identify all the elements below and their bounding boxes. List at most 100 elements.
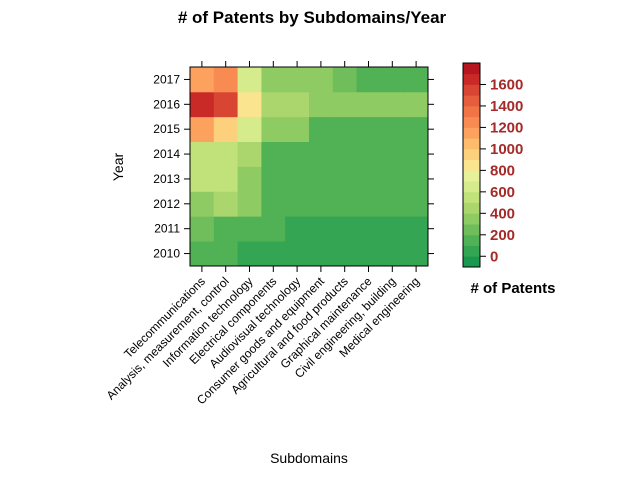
colorbar-swatch — [463, 181, 480, 193]
heatmap-cell — [261, 166, 286, 192]
heatmap-cell — [332, 166, 357, 192]
heatmap-cell — [190, 67, 215, 93]
y-axis-ticks: 2010 2011 2012 2013 2014 2015 2016 2017 — [153, 72, 434, 261]
heatmap-cells — [190, 67, 429, 267]
colorbar-swatch — [463, 191, 480, 203]
heatmap-cell — [380, 166, 405, 192]
colorbar-swatch — [463, 202, 480, 214]
colorbar-swatch — [463, 95, 480, 107]
heatmap-cell — [332, 216, 357, 242]
heatmap-cell — [332, 241, 357, 267]
heatmap-cell — [332, 91, 357, 118]
heatmap-cell — [285, 67, 310, 93]
y-tick-label: 2012 — [153, 197, 180, 211]
heatmap-cell — [285, 166, 310, 192]
heatmap-cell — [380, 241, 405, 267]
heatmap-cell — [213, 191, 238, 217]
heatmap-cell — [237, 166, 262, 192]
colorbar-swatch — [463, 84, 480, 96]
heatmap-cell — [213, 141, 238, 167]
y-tick-label: 2016 — [153, 97, 180, 111]
colorbar: 0 200 400 600 800 1000 1200 1400 1600 — [462, 62, 523, 268]
heatmap-cell — [356, 141, 381, 167]
heatmap-cell — [190, 141, 215, 167]
colorbar-tick-label: 800 — [490, 162, 515, 179]
colorbar-swatch — [463, 138, 480, 150]
heatmap-cell — [332, 67, 357, 93]
heatmap-cell — [237, 67, 262, 93]
y-tick-label: 2014 — [153, 147, 180, 161]
colorbar-swatch — [463, 63, 480, 75]
y-axis-label: Year — [110, 153, 126, 182]
y-tick-label: 2013 — [153, 172, 180, 186]
heatmap-cell — [404, 166, 429, 192]
heatmap-cell — [213, 91, 238, 118]
heatmap-cell — [356, 67, 381, 93]
heatmap-cell — [404, 191, 429, 217]
heatmap-cell — [380, 141, 405, 167]
colorbar-swatch — [463, 116, 480, 128]
y-tick-label: 2011 — [154, 222, 180, 236]
heatmap-cell — [332, 141, 357, 167]
colorbar-swatch — [463, 170, 480, 182]
heatmap-cell — [380, 216, 405, 242]
heatmap-cell — [190, 191, 215, 217]
heatmap-cell — [404, 241, 429, 267]
heatmap-cell — [190, 116, 215, 143]
colorbar-tick-label: 1400 — [490, 98, 523, 115]
heatmap-cell — [261, 67, 286, 93]
heatmap-cell — [261, 91, 286, 118]
heatmap-cell — [356, 116, 381, 143]
heatmap-cell — [380, 67, 405, 93]
heatmap-cell — [332, 191, 357, 217]
heatmap-cell — [380, 191, 405, 217]
heatmap-cell — [380, 116, 405, 143]
heatmap-cell — [261, 191, 286, 217]
colorbar-swatch — [463, 256, 480, 268]
heatmap-cell — [309, 241, 334, 267]
colorbar-tick-label: 0 — [490, 248, 498, 265]
colorbar-tick-label: 400 — [490, 205, 515, 222]
heatmap-cell — [261, 241, 286, 267]
colorbar-swatch — [463, 224, 480, 236]
colorbar-tick-label: 600 — [490, 184, 515, 201]
heatmap-cell — [309, 166, 334, 192]
heatmap-cell — [190, 166, 215, 192]
chart-title: # of Patents by Subdomains/Year — [178, 8, 447, 27]
y-tick-label: 2017 — [153, 72, 180, 86]
heatmap-cell — [261, 116, 286, 143]
heatmap-cell — [285, 191, 310, 217]
heatmap-cell — [213, 116, 238, 143]
heatmap-cell — [356, 91, 381, 118]
heatmap-cell — [309, 191, 334, 217]
colorbar-swatch — [463, 105, 480, 118]
heatmap-cell — [261, 216, 286, 242]
colorbar-tick-label: 200 — [490, 227, 515, 244]
heatmap-cell — [332, 116, 357, 143]
heatmap-cell — [190, 241, 215, 267]
heatmap-cell — [404, 91, 429, 118]
heatmap-cell — [356, 216, 381, 242]
heatmap-cell — [213, 241, 238, 267]
heatmap-cell — [356, 241, 381, 267]
heatmap-cell — [237, 216, 262, 242]
legend-title: # of Patents — [470, 280, 555, 297]
heatmap-cell — [285, 216, 310, 242]
colorbar-swatch — [463, 148, 480, 161]
colorbar-tick-label: 1000 — [490, 141, 523, 158]
heatmap-cell — [285, 91, 310, 118]
heatmap-cell — [309, 216, 334, 242]
colorbar-border — [462, 62, 481, 268]
y-tick-label: 2015 — [153, 122, 180, 136]
heatmap-cell — [190, 91, 215, 118]
colorbar-tick-label: 1600 — [490, 76, 523, 93]
heatmap-cell — [404, 216, 429, 242]
heatmap-cell — [237, 141, 262, 167]
heatmap-cell — [309, 141, 334, 167]
plot-border — [189, 66, 429, 267]
heatmap-cell — [190, 216, 215, 242]
heatmap-cell — [237, 241, 262, 267]
heatmap-cell — [213, 166, 238, 192]
heatmap-cell — [309, 91, 334, 118]
